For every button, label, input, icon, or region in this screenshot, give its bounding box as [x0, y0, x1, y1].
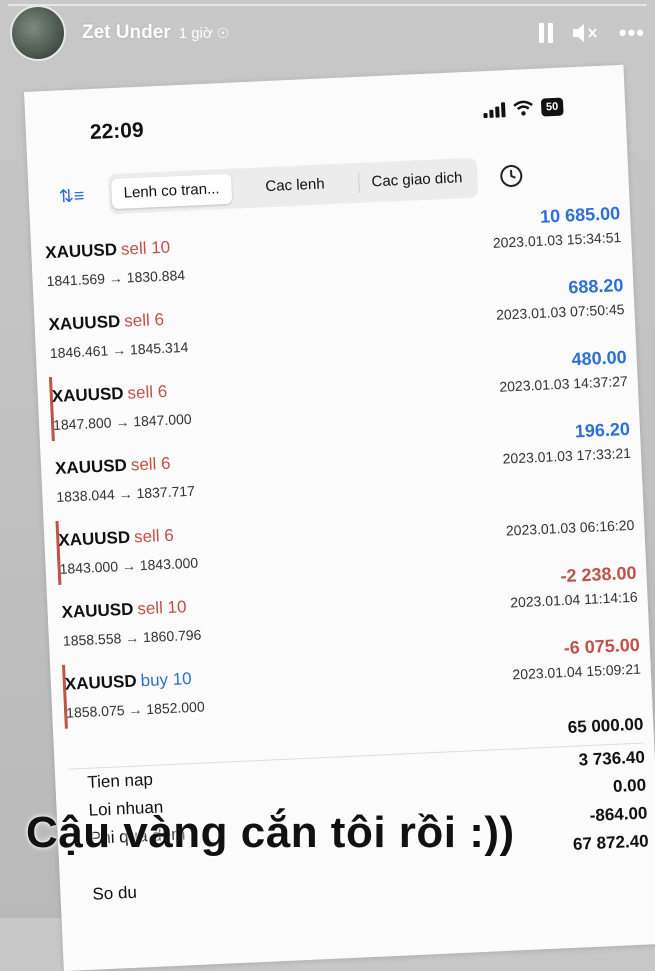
- story-progress-bar: [8, 4, 647, 6]
- trade-side: sell 6: [133, 525, 175, 547]
- trade-datetime: 2023.01.03 15:34:51: [492, 229, 622, 251]
- trade-datetime: 2023.01.03 07:50:45: [495, 300, 625, 323]
- trade-side: sell 10: [120, 237, 171, 259]
- trade-side: sell 6: [130, 453, 171, 475]
- trade-profit: 196.20: [574, 418, 631, 442]
- time-ago: 1 giờ: [178, 24, 213, 42]
- clock-icon[interactable]: [499, 163, 524, 188]
- story-controls: •••: [538, 20, 645, 46]
- trade-side: sell 6: [123, 309, 165, 331]
- globe-icon: ☉: [216, 24, 230, 41]
- trade-prices: 1858.075 → 1852.000: [65, 698, 205, 721]
- tabs-row: ⇅≡ Lenh co tran... Cac lenh Cac giao dic…: [58, 152, 599, 216]
- trade-prices: 1847.800 → 1847.000: [52, 410, 192, 434]
- summary-label: So du: [92, 882, 138, 904]
- segmented-tabs: Lenh co tran... Cac lenh Cac giao dich: [107, 157, 479, 215]
- trade-profit: -2 238.00: [559, 562, 637, 587]
- summary-value: 0.00: [612, 775, 647, 796]
- summary-value: 3 736.40: [578, 747, 646, 770]
- trading-screenshot: 22:09 50 ⇅≡ Lenh co tran... Cac lenh Cac…: [24, 64, 655, 971]
- trade-prices: 1843.000 → 1843.000: [59, 554, 199, 577]
- wifi-icon: [513, 100, 533, 116]
- trade-profit: -6 075.00: [563, 634, 641, 659]
- trade-prices: 1858.558 → 1860.796: [62, 626, 202, 649]
- status-clock: 22:09: [89, 118, 145, 145]
- status-icons: 50: [483, 97, 564, 120]
- sort-icon[interactable]: ⇅≡: [58, 184, 85, 207]
- trade-prices: 1838.044 → 1837.717: [56, 482, 196, 505]
- signal-icon: [483, 101, 506, 119]
- tab-open-orders[interactable]: Lenh co tran...: [111, 173, 233, 210]
- trade-symbol: XAUUSD sell 10: [44, 237, 171, 263]
- trade-profit: 688.20: [567, 275, 624, 298]
- trade-datetime: 2023.01.04 11:14:16: [509, 588, 638, 611]
- summary-value: -864.00: [589, 803, 648, 826]
- trade-datetime: 2023.01.03 17:33:21: [502, 444, 632, 467]
- summary-label: [73, 867, 91, 868]
- trade-symbol: XAUUSD sell 10: [61, 597, 187, 622]
- trade-symbol: XAUUSD sell 6: [51, 381, 168, 407]
- tab-deals[interactable]: Cac giao dich: [371, 169, 463, 191]
- trade-datetime: 2023.01.04 15:09:21: [512, 660, 642, 683]
- user-name[interactable]: Zet Under: [82, 22, 171, 43]
- trade-profit: 480.00: [571, 346, 628, 370]
- battery-icon: 50: [540, 97, 564, 117]
- trade-profit: 10 685.00: [539, 203, 621, 227]
- trade-side: sell 10: [136, 597, 187, 619]
- pause-icon[interactable]: [538, 23, 553, 43]
- avatar[interactable]: [10, 5, 66, 61]
- tab-orders[interactable]: Cac lenh: [265, 175, 325, 196]
- trade-symbol: XAUUSD buy 10: [64, 669, 193, 694]
- story-header: Zet Under 1 giờ ☉ •••: [10, 5, 645, 61]
- trade-datetime: 2023.01.03 14:37:27: [499, 372, 629, 395]
- trade-datetime: 2023.01.03 06:16:20: [505, 516, 635, 539]
- mute-icon[interactable]: [571, 21, 601, 45]
- summary-label: Tien nap: [86, 769, 154, 792]
- trade-symbol: XAUUSD sell 6: [57, 525, 175, 550]
- trade-side: buy 10: [140, 669, 193, 691]
- trade-symbol: XAUUSD sell 6: [48, 309, 165, 335]
- trade-side: sell 6: [127, 381, 168, 403]
- status-bar: 22:09 50: [25, 89, 626, 146]
- summary-value: 67 872.40: [572, 831, 650, 854]
- trade-prices: 1846.461 → 1845.314: [49, 338, 189, 362]
- trade-list: XAUUSD sell 10 1841.569 → 1830.884 10 685…: [44, 201, 642, 731]
- story-caption: Cậu vàng cắn tôi rồi :)): [26, 808, 515, 857]
- trade-prices: 1841.569 → 1830.884: [46, 266, 186, 290]
- trade-symbol: XAUUSD sell 6: [54, 453, 171, 478]
- more-icon[interactable]: •••: [618, 20, 645, 45]
